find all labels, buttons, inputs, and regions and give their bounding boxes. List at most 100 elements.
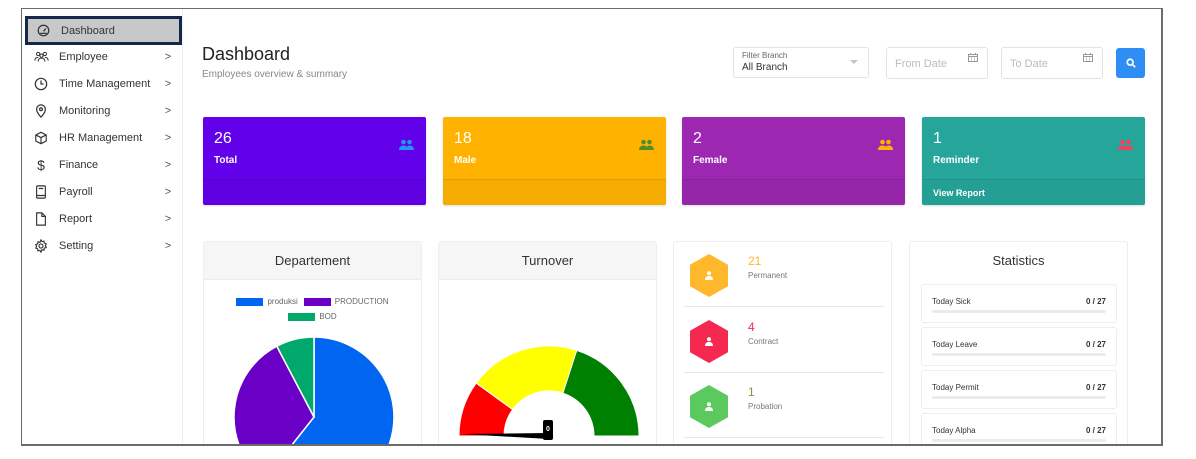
- sidebar-item-dashboard[interactable]: Dashboard: [25, 16, 182, 45]
- stat-label: Today Sick: [932, 297, 971, 306]
- user-icon: [690, 385, 728, 428]
- search-button[interactable]: [1116, 48, 1145, 78]
- users-icon: [33, 49, 49, 65]
- legend-item[interactable]: PRODUCTION: [303, 297, 389, 306]
- employment-row-contract: 4 Contract: [684, 308, 884, 373]
- stat-value: 0 / 27: [1085, 426, 1106, 435]
- sidebar-item-employee[interactable]: Employee >: [24, 43, 182, 70]
- card-value: 1: [933, 130, 942, 147]
- svg-text:0: 0: [546, 426, 550, 433]
- department-pie-chart: [233, 336, 395, 444]
- card-label: Male: [454, 155, 477, 166]
- chart-legend: BOD: [204, 312, 421, 321]
- stat-value: 0 / 27: [1085, 383, 1106, 392]
- clock-icon: [33, 76, 49, 92]
- gauge-needle: [543, 420, 553, 440]
- caret-down-icon: [850, 60, 858, 64]
- sidebar-item-setting[interactable]: Setting >: [24, 232, 182, 259]
- from-date-input[interactable]: From Date: [886, 47, 988, 79]
- chevron-right-icon: >: [164, 239, 172, 252]
- sidebar-item-label: Monitoring: [59, 104, 111, 117]
- chevron-right-icon: >: [164, 185, 172, 198]
- sidebar-item-label: Payroll: [59, 185, 93, 198]
- employment-label: Contract: [748, 337, 779, 346]
- people-icon: [1118, 139, 1133, 150]
- from-date-placeholder: From Date: [895, 58, 947, 70]
- book-icon: [33, 184, 49, 200]
- statistics-panel: Statistics Today Sick 0 / 27 Today Leave…: [909, 241, 1128, 444]
- box-icon: [33, 130, 49, 146]
- chart-legend: produksi PRODUCTION: [204, 297, 421, 306]
- stat-label: Today Permit: [932, 383, 979, 392]
- card-footer: [682, 179, 905, 205]
- sidebar-item-finance[interactable]: $ Finance >: [24, 151, 182, 178]
- calendar-icon: [968, 53, 978, 62]
- stat-today-alpha: Today Alpha 0 / 27: [921, 413, 1117, 444]
- turnover-gauge-chart: 0: [458, 345, 640, 440]
- stat-today-sick: Today Sick 0 / 27: [921, 284, 1117, 323]
- page-subtitle: Employees overview & summary: [202, 69, 348, 80]
- people-icon: [399, 139, 414, 150]
- statistics-title: Statistics: [992, 253, 1045, 268]
- legend-item[interactable]: produksi: [236, 297, 298, 306]
- sidebar-item-time-management[interactable]: Time Management >: [24, 70, 182, 97]
- legend-item[interactable]: BOD: [288, 312, 337, 321]
- chevron-right-icon: >: [164, 131, 172, 144]
- people-icon: [639, 139, 654, 150]
- employment-count: 1: [748, 385, 755, 399]
- sidebar-item-monitoring[interactable]: Monitoring >: [24, 97, 182, 124]
- chevron-right-icon: >: [164, 77, 172, 90]
- sidebar-item-hr-management[interactable]: HR Management >: [24, 124, 182, 151]
- sidebar-item-label: Time Management: [59, 77, 151, 90]
- sidebar-item-label: Dashboard: [61, 24, 115, 37]
- progress-bar: [932, 396, 1106, 399]
- sidebar-item-payroll[interactable]: Payroll >: [24, 178, 182, 205]
- employment-row-probation: 1 Probation: [684, 373, 884, 438]
- gauge-icon: [35, 23, 51, 39]
- employment-label: Permanent: [748, 271, 788, 280]
- employment-type-panel: 21 Permanent 4 Contract 1 Probation: [673, 241, 892, 444]
- turnover-title: Turnover: [439, 242, 656, 280]
- card-label: Reminder: [933, 155, 980, 166]
- calendar-icon: [1083, 53, 1093, 62]
- card-footer: [443, 179, 666, 205]
- stat-today-permit: Today Permit 0 / 27: [921, 370, 1117, 409]
- total-card: 26 Total: [203, 117, 426, 205]
- sidebar-item-label: Employee: [59, 50, 108, 63]
- map-pin-icon: [33, 103, 49, 119]
- card-label: Total: [214, 155, 238, 166]
- male-card: 18 Male: [443, 117, 666, 205]
- card-label: Female: [693, 155, 728, 166]
- progress-bar: [932, 310, 1106, 313]
- branch-filter-caption: Filter Branch: [742, 51, 788, 60]
- stat-label: Today Leave: [932, 340, 978, 349]
- branch-filter-select[interactable]: Filter Branch All Branch: [733, 47, 869, 78]
- people-icon: [878, 139, 893, 150]
- branch-filter-value: All Branch: [742, 62, 788, 73]
- view-report-link[interactable]: View Report: [922, 179, 1145, 205]
- reminder-card: 1 Reminder View Report: [922, 117, 1145, 205]
- employment-row-permanent: 21 Permanent: [684, 242, 884, 307]
- to-date-input[interactable]: To Date: [1001, 47, 1103, 79]
- card-value: 2: [693, 130, 702, 147]
- gear-icon: [33, 238, 49, 254]
- dollar-icon: $: [37, 156, 45, 173]
- card-footer: [203, 179, 426, 205]
- sidebar-item-label: Finance: [59, 158, 99, 171]
- file-icon: [33, 211, 49, 227]
- chevron-right-icon: >: [164, 212, 172, 225]
- main-content: Dashboard Employees overview & summary F…: [183, 9, 1161, 444]
- department-title: Departement: [204, 242, 421, 280]
- sidebar-item-label: Setting: [59, 239, 94, 252]
- employment-label: Probation: [748, 402, 783, 411]
- stat-today-leave: Today Leave 0 / 27: [921, 327, 1117, 366]
- sidebar: Dashboard Employee > Time Management > M…: [22, 9, 183, 444]
- sidebar-item-report[interactable]: Report >: [24, 205, 182, 232]
- stat-value: 0 / 27: [1085, 340, 1106, 349]
- search-icon: [1125, 58, 1136, 68]
- user-icon: [690, 254, 728, 297]
- view-report-label: View Report: [933, 188, 985, 198]
- chevron-right-icon: >: [164, 158, 172, 171]
- app-window: Dashboard Employee > Time Management > M…: [21, 8, 1163, 446]
- chevron-right-icon: >: [164, 50, 172, 63]
